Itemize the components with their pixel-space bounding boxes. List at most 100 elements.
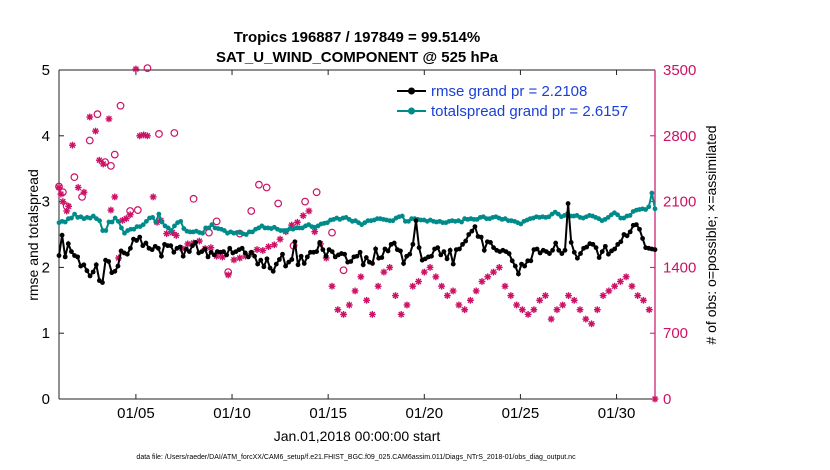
legend-entry: totalspread grand pr = 2.6157 — [431, 103, 628, 120]
rmse-series-point — [87, 273, 93, 279]
obs-assimilated-point — [172, 232, 180, 239]
rmse-series-point — [596, 255, 602, 260]
obs-assimilated-point — [363, 296, 371, 304]
rmse-series-point — [441, 249, 447, 255]
obs-assimilated-point — [74, 184, 82, 191]
rmse-series-point — [472, 224, 478, 230]
rmse-series-point — [221, 249, 226, 255]
spread-series-point — [399, 213, 405, 219]
obs-assimilated-point — [293, 218, 301, 226]
rmse-series-point — [429, 253, 434, 259]
obs-possible-point — [70, 173, 79, 182]
rmse-series-point — [373, 246, 379, 252]
rmse-series-point — [280, 251, 285, 257]
rmse-series-point — [261, 264, 267, 270]
rmse-series-point — [379, 255, 385, 260]
y-tick-label: 4 — [42, 128, 50, 145]
obs-assimilated-point — [392, 292, 399, 300]
obs-assimilated-point — [259, 247, 267, 254]
chart-subtitle: SAT_U_WIND_COMPONENT @ 525 hPa — [216, 49, 499, 66]
obs-assimilated-point — [443, 292, 451, 300]
rmse-series-point — [410, 241, 416, 247]
rmse-series-point — [180, 253, 186, 259]
obs-possible-point — [339, 266, 348, 275]
rmse-series-point — [416, 245, 422, 251]
rmse-series-point — [469, 228, 475, 234]
rmse-series-point — [289, 257, 295, 262]
rmse-series-point — [84, 268, 90, 274]
plot-area — [59, 70, 655, 399]
y-tick-label: 5 — [42, 62, 50, 79]
obs-assimilated-point — [582, 315, 590, 323]
rmse-series-point — [258, 257, 264, 263]
obs-assimilated-point — [593, 306, 601, 314]
rmse-series-point — [239, 245, 245, 251]
spread-series-point — [649, 190, 655, 196]
rmse-series-point — [556, 247, 562, 253]
obs-possible-point — [212, 217, 221, 226]
rmse-series-point — [317, 239, 323, 245]
rmse-series-point — [205, 254, 211, 260]
rmse-series-point — [56, 253, 62, 258]
obs-assimilated-point — [409, 282, 417, 290]
legend-swatch-marker — [408, 107, 415, 115]
obs-assimilated-point — [467, 296, 474, 304]
rmse-series-point — [224, 252, 230, 258]
obs-assimilated-point — [144, 132, 151, 140]
legend-entry: rmse grand pr = 2.2108 — [431, 83, 587, 100]
rmse-series-point — [273, 261, 279, 267]
obs-assimilated-point — [576, 306, 584, 314]
rmse-series-point — [568, 239, 574, 245]
rmse-series-point — [137, 234, 143, 240]
obs-assimilated-point — [380, 268, 388, 276]
data-file-footnote: data file: /Users/raeder/DAI/ATM_forcXX/… — [136, 454, 576, 461]
obs-assimilated-point — [105, 115, 113, 123]
rmse-series-point — [320, 247, 326, 253]
y-tick-label: 2 — [42, 259, 50, 276]
obs-assimilated-point — [565, 292, 572, 300]
rmse-series-point — [534, 246, 540, 252]
rmse-series-point — [106, 259, 112, 264]
obs-assimilated-point — [80, 188, 88, 196]
obs-assimilated-point — [184, 240, 192, 248]
spread-series-point — [119, 225, 124, 231]
obs-assimilated-point — [59, 198, 67, 206]
rmse-series-point — [357, 249, 363, 255]
obs-assimilated-point — [126, 211, 134, 219]
spread-series-point — [200, 230, 205, 236]
rmse-series-point — [516, 271, 521, 277]
rmse-series-point — [134, 238, 140, 243]
obs-assimilated-point — [472, 287, 480, 295]
rmse-series-point — [652, 247, 658, 253]
rmse-series-point — [59, 232, 65, 238]
rmse-series-point — [65, 241, 71, 247]
obs-possible-point — [170, 129, 179, 137]
y2-tick-label: 1400 — [663, 259, 696, 276]
obs-assimilated-point — [55, 184, 63, 191]
obs-assimilated-point — [111, 193, 119, 201]
obs-possible-point — [85, 136, 94, 145]
rmse-series-point — [255, 261, 261, 267]
rmse-series-point — [177, 244, 183, 250]
obs-assimilated-point — [640, 296, 647, 304]
obs-assimilated-point — [513, 301, 520, 309]
rmse-series-point — [171, 249, 177, 255]
obs-assimilated-point — [426, 263, 434, 271]
rmse-series-point — [360, 262, 366, 268]
obs-assimilated-point — [651, 395, 659, 403]
obs-possible-point — [301, 197, 309, 206]
rmse-series-point — [547, 251, 552, 256]
rmse-series-point — [252, 253, 257, 259]
rmse-series-point — [590, 241, 596, 247]
rmse-series-point — [323, 253, 329, 259]
obs-assimilated-point — [219, 253, 226, 261]
rmse-series-point — [574, 255, 580, 261]
rmse-series-point — [550, 247, 555, 253]
rmse-series-point — [112, 268, 118, 274]
obs-assimilated-point — [374, 282, 382, 290]
rmse-series-point — [127, 245, 133, 251]
spread-series-point — [112, 215, 118, 221]
rmse-series-point — [599, 249, 605, 255]
obs-assimilated-point — [455, 301, 463, 309]
